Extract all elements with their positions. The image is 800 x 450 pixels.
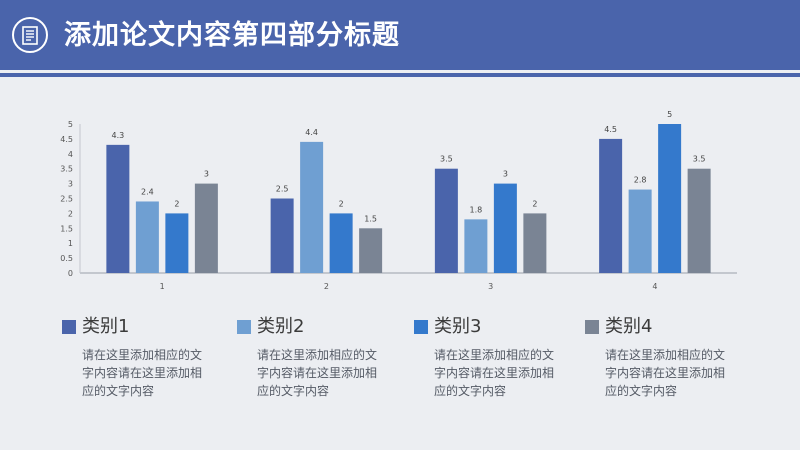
data-label: 2.4 [141, 187, 154, 196]
y-tick-label: 3.5 [60, 165, 73, 174]
legend-description: 请在这里添加相应的文字内容请在这里添加相应的文字内容 [82, 348, 203, 398]
legend-label: 类别4 [605, 316, 653, 337]
x-tick-label: 4 [652, 282, 657, 291]
data-label: 1.5 [364, 214, 377, 223]
legend-swatch [585, 320, 599, 334]
legend-label: 类别3 [434, 316, 482, 337]
page-title: 添加论文内容第四部分标题 [64, 20, 400, 51]
y-tick-label: 1.5 [60, 224, 73, 233]
legend-description: 请在这里添加相应的文字内容请在这里添加相应的文字内容 [605, 348, 726, 398]
bar [658, 124, 682, 273]
data-label: 2.8 [634, 176, 647, 185]
data-label: 4.3 [112, 131, 125, 140]
data-label: 4.5 [604, 125, 617, 134]
data-label: 3.5 [440, 155, 453, 164]
legend-swatch [237, 320, 251, 334]
bar [493, 183, 517, 273]
legend-description: 请在这里添加相应的文字内容请在这里添加相应的文字内容 [434, 348, 555, 398]
bar [135, 201, 159, 273]
legend-swatch [62, 320, 76, 334]
bar [106, 144, 130, 273]
data-label: 2 [339, 199, 344, 208]
bar [359, 228, 383, 273]
legend-swatch [414, 320, 428, 334]
data-label: 2 [174, 199, 179, 208]
y-tick-label: 4.5 [60, 135, 73, 144]
bar [687, 168, 711, 273]
y-tick-label: 0 [68, 269, 73, 278]
bar [523, 213, 547, 273]
x-tick-label: 3 [488, 282, 493, 291]
y-tick-label: 4 [68, 150, 73, 159]
y-tick-label: 2 [68, 209, 73, 218]
header-bar: 添加论文内容第四部分标题 [0, 0, 800, 70]
bar [194, 183, 218, 273]
legend-label: 类别2 [257, 316, 305, 337]
document-icon [12, 17, 48, 53]
x-tick-label: 1 [160, 282, 165, 291]
data-label: 5 [667, 110, 672, 119]
data-label: 1.8 [470, 205, 483, 214]
y-tick-label: 3 [68, 180, 73, 189]
bar [165, 213, 189, 273]
data-label: 3.5 [693, 155, 706, 164]
legend-description: 请在这里添加相应的文字内容请在这里添加相应的文字内容 [257, 348, 378, 398]
bar [270, 198, 294, 273]
bar [300, 141, 324, 273]
data-label: 3 [503, 170, 508, 179]
y-tick-label: 1 [68, 239, 73, 248]
legend-label: 类别1 [82, 316, 130, 337]
x-tick-label: 2 [324, 282, 329, 291]
data-label: 2 [532, 199, 537, 208]
data-label: 3 [204, 170, 209, 179]
data-label: 2.5 [276, 185, 289, 194]
bar [434, 168, 458, 273]
data-label: 4.4 [305, 128, 318, 137]
header-divider [0, 73, 800, 77]
bar [329, 213, 353, 273]
bar [464, 219, 488, 273]
y-tick-label: 5 [68, 120, 73, 129]
y-tick-label: 0.5 [60, 254, 73, 263]
bar [628, 189, 652, 273]
y-tick-label: 2.5 [60, 195, 73, 204]
bar [599, 138, 623, 273]
